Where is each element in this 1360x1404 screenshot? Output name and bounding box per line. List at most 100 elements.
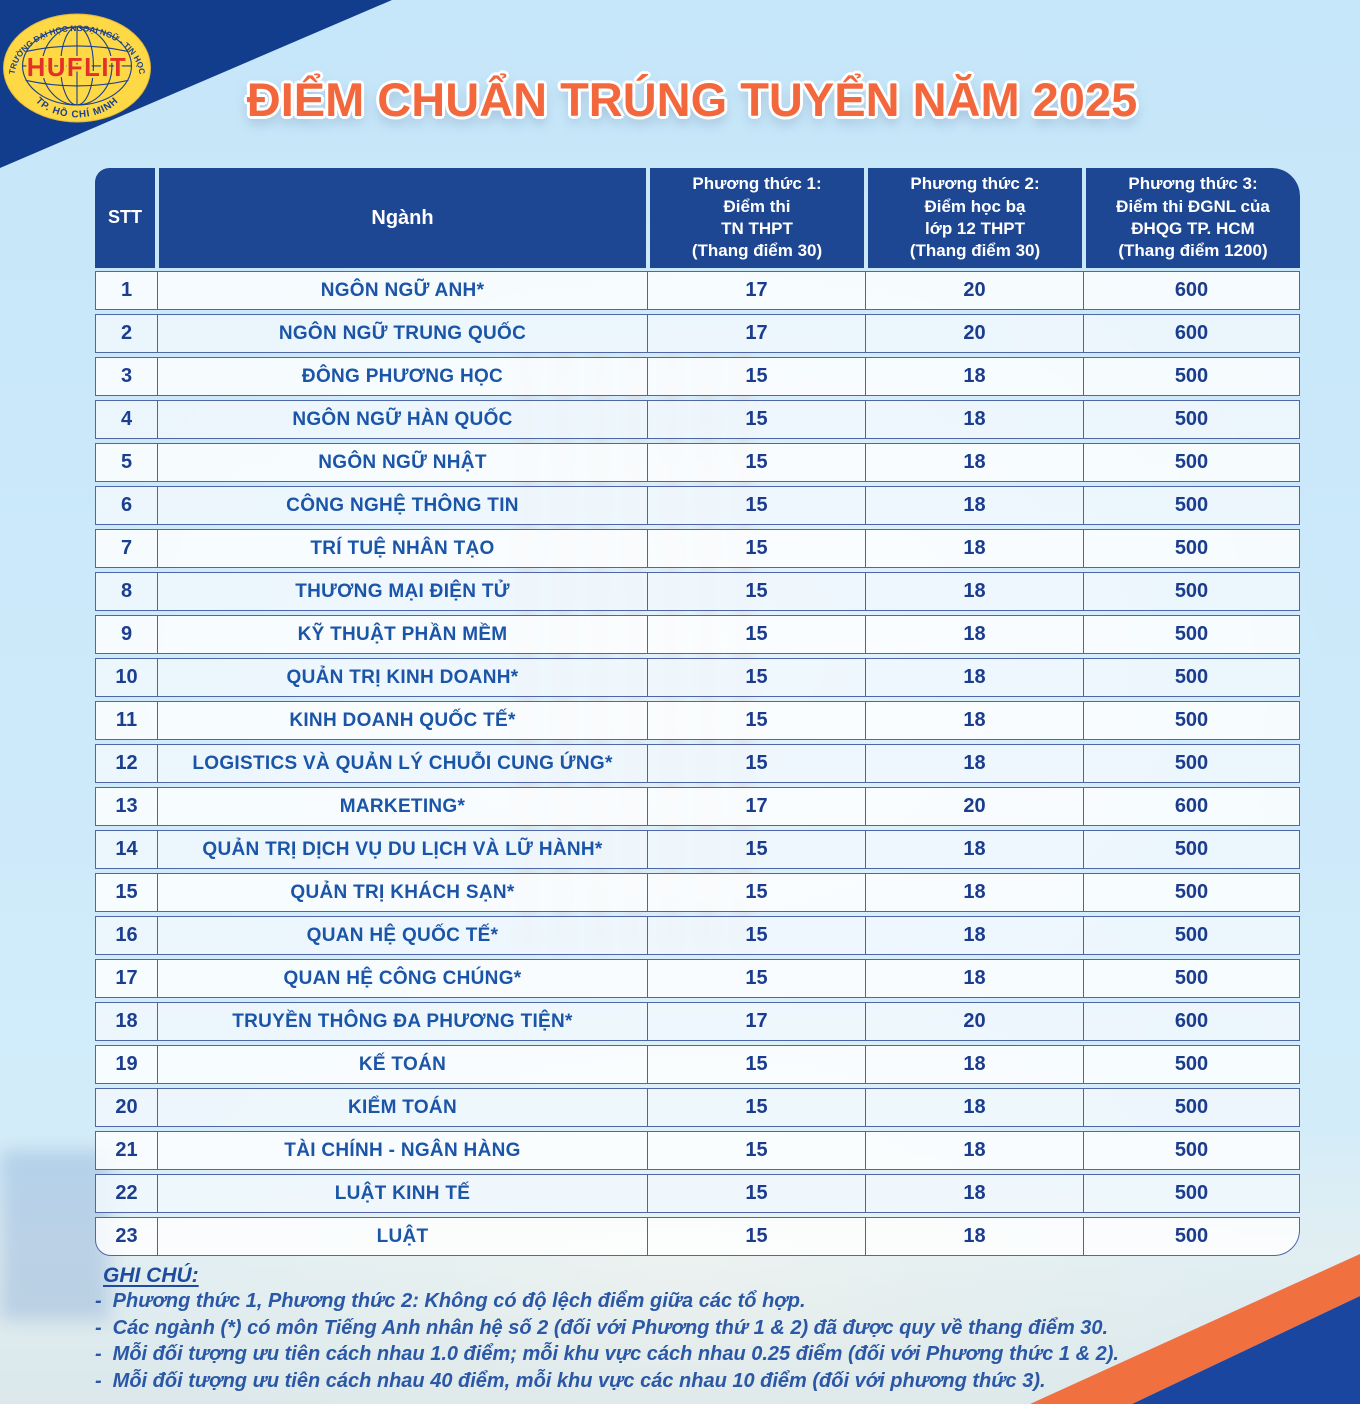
score-method-2: 20 [866,1003,1084,1040]
major-name: QUAN HỆ QUỐC TẾ* [158,917,648,954]
score-method-1: 15 [648,358,866,395]
major-name: KỸ THUẬT PHẦN MỀM [158,616,648,653]
score-method-2: 18 [866,1218,1084,1255]
score-method-2: 18 [866,573,1084,610]
notes-list: - Phương thức 1, Phương thức 2: Không có … [95,1288,1245,1394]
major-name: LOGISTICS VÀ QUẢN LÝ CHUỖI CUNG ỨNG* [158,745,648,782]
score-method-1: 15 [648,917,866,954]
score-method-3: 500 [1174,709,1209,731]
major-name: ĐÔNG PHƯƠNG HỌC [158,358,648,395]
score-method-3: 500 [1174,1225,1209,1247]
row-number: 23 [96,1218,158,1255]
note-text: Mỗi đối tượng ưu tiên cách nhau 1.0 điểm… [112,1343,1119,1365]
major-name: CÔNG NGHỆ THÔNG TIN [158,487,648,524]
row-number: 2 [96,315,158,352]
score-method-2: 18 [866,401,1084,438]
score-method-3: 600 [1174,322,1209,344]
huflit-logo: TRƯỜNG ĐẠI HỌC NGOẠI NGỮ - TIN HỌC TP. H… [3,13,151,123]
score-method-3: 500 [1174,752,1209,774]
score-method-1: 15 [648,1218,866,1255]
score-method-3: 600 [1174,795,1209,817]
score-method-3: 500 [1174,666,1209,688]
score-method-1: 15 [648,745,866,782]
table-row: 11 KINH DOANH QUỐC TẾ* 15 18 500 [95,701,1300,740]
row-number: 8 [96,573,158,610]
score-method-2: 20 [866,272,1084,309]
row-number: 11 [96,702,158,739]
table-row: 7 TRÍ TUỆ NHÂN TẠO 15 18 500 [95,529,1300,568]
score-method-2: 18 [866,616,1084,653]
table-row: 21 TÀI CHÍNH - NGÂN HÀNG 15 18 500 [95,1131,1300,1170]
major-name: NGÔN NGỮ ANH* [158,272,648,309]
score-method-2: 18 [866,1132,1084,1169]
table-row: 18 TRUYỀN THÔNG ĐA PHƯƠNG TIỆN* 17 20 600 [95,1002,1300,1041]
major-name: LUẬT [158,1218,648,1255]
table-row: 6 CÔNG NGHỆ THÔNG TIN 15 18 500 [95,486,1300,525]
major-name: TRUYỀN THÔNG ĐA PHƯƠNG TIỆN* [158,1003,648,1040]
score-method-1: 15 [648,401,866,438]
major-name: QUẢN TRỊ KHÁCH SẠN* [158,874,648,911]
note-item: - Mỗi đối tượng ưu tiên cách nhau 40 điểm… [95,1368,1245,1395]
major-name: QUẢN TRỊ KINH DOANH* [158,659,648,696]
note-bullet-dash: - [95,1290,102,1312]
table-row: 13 MARKETING* 17 20 600 [95,787,1300,826]
row-number: 18 [96,1003,158,1040]
score-method-3: 500 [1174,580,1209,602]
table-body: 1 NGÔN NGỮ ANH* 17 20 600 2 NGÔN NGỮ TRUNG QUỐ… [95,271,1300,1256]
note-text: Phương thức 1, Phương thức 2: Không có đ… [112,1290,806,1312]
table-row: 4 NGÔN NGỮ HÀN QUỐC 15 18 500 [95,400,1300,439]
row-number: 7 [96,530,158,567]
score-method-2: 18 [866,1046,1084,1083]
table-row: 8 THƯƠNG MẠI ĐIỆN TỬ 15 18 500 [95,572,1300,611]
admission-score-table: STT Ngành Phương thức 1: Điểm thi TN THP… [95,168,1300,1256]
score-method-2: 18 [866,960,1084,997]
score-method-2: 18 [866,831,1084,868]
score-method-1: 15 [648,960,866,997]
table-row: 5 NGÔN NGỮ NHẬT 15 18 500 [95,443,1300,482]
score-method-3: 500 [1174,1182,1209,1204]
score-method-1: 15 [648,1132,866,1169]
score-method-1: 17 [648,788,866,825]
score-method-1: 15 [648,702,866,739]
score-method-3: 500 [1174,967,1209,989]
score-method-1: 15 [648,1089,866,1126]
row-number: 1 [96,272,158,309]
score-method-2: 20 [866,788,1084,825]
note-bullet-dash: - [95,1316,102,1339]
row-number: 16 [96,917,158,954]
table-header-row: STT Ngành Phương thức 1: Điểm thi TN THP… [95,168,1300,268]
score-method-1: 17 [648,315,866,352]
score-method-3: 500 [1174,1096,1209,1118]
page-title: ĐIỂM CHUẨN TRÚNG TUYỂN NĂM 2025 [246,73,1138,126]
header-method-2: Phương thức 2: Điểm học bạ lớp 12 THPT (… [866,168,1084,268]
row-number: 10 [96,659,158,696]
major-name: NGÔN NGỮ HÀN QUỐC [158,401,648,438]
table-row: 17 QUAN HỆ CÔNG CHÚNG* 15 18 500 [95,959,1300,998]
score-method-1: 17 [648,1003,866,1040]
background-bus-blur [0,1150,110,1320]
score-method-1: 15 [648,573,866,610]
score-method-1: 15 [648,1175,866,1212]
table-row: 12 LOGISTICS VÀ QUẢN LÝ CHUỖI CUNG ỨNG* 15… [95,744,1300,783]
score-method-3: 600 [1174,279,1209,301]
header-major: Ngành [157,168,648,268]
score-method-1: 15 [648,831,866,868]
major-name: THƯƠNG MẠI ĐIỆN TỬ [158,573,648,610]
score-method-2: 18 [866,358,1084,395]
notes-label: GHI CHÚ: [103,1264,199,1287]
note-item: - Các ngành (*) có môn Tiếng Anh nhân hệ … [95,1315,1245,1342]
score-method-3: 500 [1174,924,1209,946]
row-number: 14 [96,831,158,868]
major-name: MARKETING* [158,788,648,825]
header-stt: STT [95,168,157,268]
score-method-1: 17 [648,272,866,309]
score-method-3: 500 [1174,1053,1209,1075]
score-method-1: 15 [648,530,866,567]
row-number: 13 [96,788,158,825]
table-row: 15 QUẢN TRỊ KHÁCH SẠN* 15 18 500 [95,873,1300,912]
row-number: 22 [96,1175,158,1212]
score-method-2: 18 [866,659,1084,696]
score-method-1: 15 [648,659,866,696]
table-row: 22 LUẬT KINH TẾ 15 18 500 [95,1174,1300,1213]
